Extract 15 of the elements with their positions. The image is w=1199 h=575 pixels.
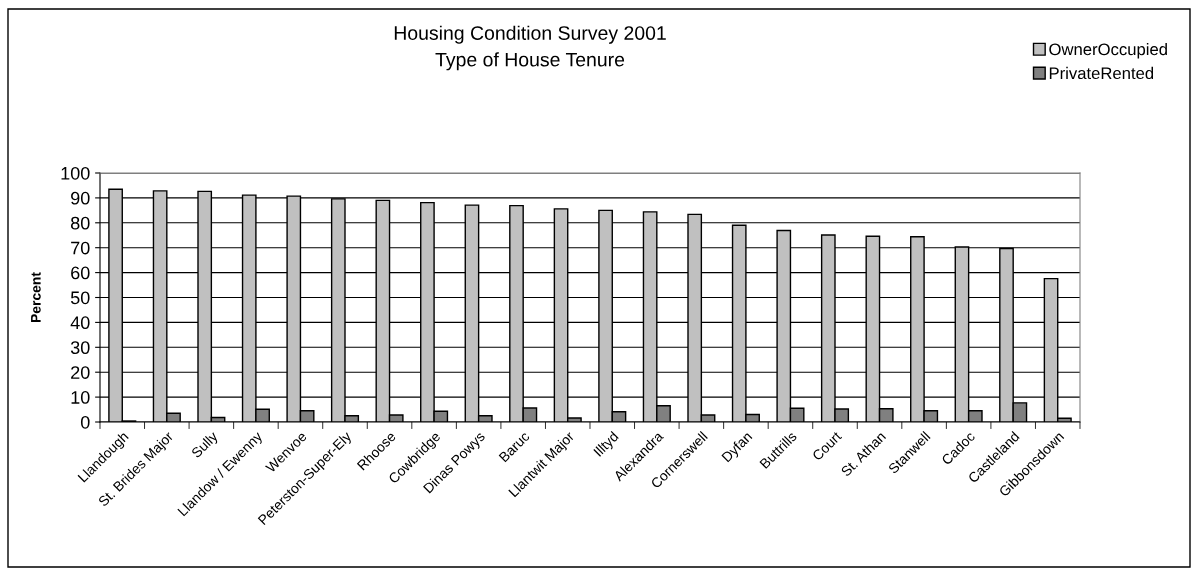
y-tick-label: 90 xyxy=(71,191,90,205)
y-tick-label: 20 xyxy=(71,366,90,379)
y-tick-label: 30 xyxy=(70,341,90,355)
legend-label: PrivateRented xyxy=(1049,66,1154,80)
y-tick-label: 40 xyxy=(70,316,90,330)
y-tick-label: 60 xyxy=(71,266,90,280)
y-tick-label: 80 xyxy=(70,216,90,230)
y-axis-title: Percent xyxy=(31,272,41,323)
y-tick-label: 0 xyxy=(80,415,90,429)
y-tick-label: 10 xyxy=(71,391,90,404)
legend-label: OwnerOccupied xyxy=(1049,43,1167,59)
y-tick-label: 70 xyxy=(71,241,90,255)
chart-title: Housing Condition Survey 2001 Type of House Tenure xyxy=(394,25,666,71)
y-tick-label: 100 xyxy=(61,166,90,180)
y-tick-label: 50 xyxy=(70,291,90,305)
